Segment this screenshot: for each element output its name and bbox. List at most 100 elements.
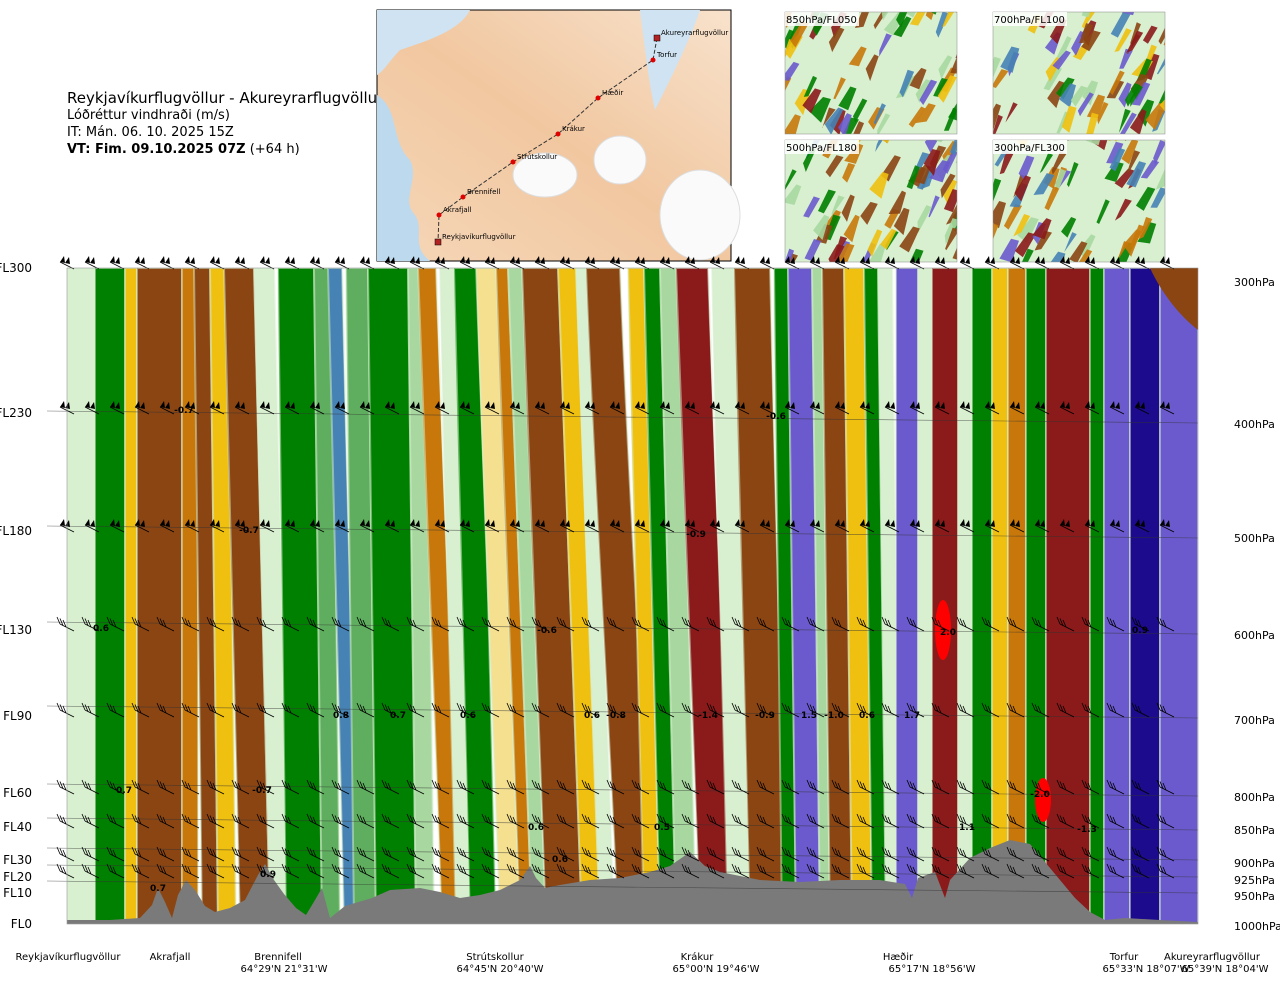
wind-barb	[859, 401, 875, 415]
wind-barb	[734, 256, 750, 270]
value-label: -1.4	[698, 711, 718, 721]
value-label: -0.8	[606, 711, 626, 721]
wind-barb	[956, 846, 975, 862]
wind-barb	[231, 616, 250, 632]
wind-barb	[656, 846, 675, 862]
wind-barb	[606, 863, 625, 879]
wind-barb	[759, 401, 775, 415]
wind-barb	[356, 863, 375, 879]
value-label: -0.7	[252, 786, 272, 796]
wind-barb	[706, 813, 725, 829]
level-map-1: 850hPa/FL050	[784, 11, 958, 135]
wind-barb	[959, 519, 975, 533]
value-label: 1.5	[801, 711, 817, 721]
fl-label: FL40	[3, 820, 32, 834]
waypoint-marker	[650, 57, 656, 63]
wind-barb	[259, 401, 275, 415]
wind-barb	[1056, 863, 1075, 879]
wind-barb	[434, 401, 450, 415]
wind-barb	[756, 702, 775, 718]
wind-barb	[634, 401, 650, 415]
pressure-axis: 300hPa 400hPa 500hPa 600hPa 700hPa 800hPa 850h…	[1234, 276, 1280, 933]
wind-barb	[909, 519, 925, 533]
wind-barb	[481, 863, 500, 879]
wind-barb	[431, 702, 450, 718]
waypoint-coord: 65°39'N 18°04'W	[1182, 964, 1269, 975]
wind-band-edge	[1158, 268, 1198, 924]
wind-barb	[281, 702, 300, 718]
wind-barb	[109, 401, 125, 415]
wind-barb	[1106, 863, 1125, 879]
wind-barb	[356, 616, 375, 632]
wind-barb	[84, 519, 100, 533]
wind-barb	[234, 401, 250, 415]
fl-label: FL10	[3, 886, 32, 900]
value-label: -0.9	[686, 530, 706, 540]
waypoint-name: Reykjavíkurflugvöllur	[16, 951, 122, 963]
wind-barb	[759, 519, 775, 533]
wind-barb	[784, 401, 800, 415]
wind-barb	[931, 813, 950, 829]
wind-barb	[1081, 846, 1100, 862]
wind-barb	[781, 846, 800, 862]
wind-barb	[1156, 616, 1175, 632]
wind-barb	[206, 846, 225, 862]
wind-barb	[284, 256, 300, 270]
wind-barb	[881, 846, 900, 862]
wind-barb	[156, 863, 175, 879]
wind-barb	[534, 401, 550, 415]
glacier	[659, 169, 741, 261]
waypoint-coord: 65°17'N 18°56'W	[889, 964, 976, 975]
waypoint-name: Torfur	[1109, 952, 1139, 963]
wind-barb	[481, 616, 500, 632]
level-map-label: 500hPa/FL180	[786, 143, 857, 154]
wind-band-up	[278, 268, 322, 924]
wind-barb	[884, 401, 900, 415]
value-label: 0.8	[333, 711, 349, 721]
wind-barb	[581, 846, 600, 862]
waypoint-coord: 64°29'N 21°31'W	[241, 964, 328, 975]
wind-barb	[234, 519, 250, 533]
value-label: -1.3	[1077, 825, 1097, 835]
wind-barb	[956, 616, 975, 632]
wind-barb	[556, 813, 575, 829]
wind-barb	[709, 519, 725, 533]
wind-barb	[781, 779, 800, 795]
hpa-label: 800hPa	[1234, 791, 1275, 804]
wind-barb	[481, 702, 500, 718]
wind-barb	[134, 256, 150, 270]
wind-band-slight-up	[67, 268, 95, 924]
wind-barb	[1056, 846, 1075, 862]
wind-barb	[831, 863, 850, 879]
wind-barb	[84, 401, 100, 415]
level-map-3: 500hPa/FL180	[784, 139, 958, 263]
wind-band-edge	[876, 268, 902, 924]
wind-barb	[631, 863, 650, 879]
wind-barb	[706, 863, 725, 879]
wind-barb	[256, 779, 275, 795]
issue-time: IT: Mán. 06. 10. 2025 15Z	[67, 125, 234, 140]
wind-barb	[256, 616, 275, 632]
wind-barb	[206, 616, 225, 632]
wind-barb	[1159, 256, 1175, 270]
wind-barb	[181, 863, 200, 879]
valid-time: VT: Fim. 09.10.2025 07Z (+64 h)	[67, 141, 383, 158]
wind-band-edge	[732, 268, 788, 924]
value-label: -0.7	[174, 406, 194, 416]
waypoint-marker	[555, 131, 561, 137]
wind-barb	[184, 401, 200, 415]
wind-barb	[334, 519, 350, 533]
wind-barb	[59, 256, 75, 270]
wind-barb	[1031, 702, 1050, 718]
wind-band-down	[194, 268, 218, 924]
wind-band-up	[1090, 268, 1104, 924]
cross-section-plot: -0.7 -0.6 -0.7 -0.9 0.6 -0.6 2.0 0.9 0.8 0.7 0.6 0.…	[46, 256, 1199, 925]
wind-barb	[1106, 616, 1125, 632]
wind-barb	[881, 779, 900, 795]
wind-barb	[1159, 401, 1175, 415]
wind-barb	[131, 779, 150, 795]
wind-barb	[184, 519, 200, 533]
wind-barb	[84, 256, 100, 270]
wind-barb	[359, 256, 375, 270]
wind-barb	[681, 846, 700, 862]
